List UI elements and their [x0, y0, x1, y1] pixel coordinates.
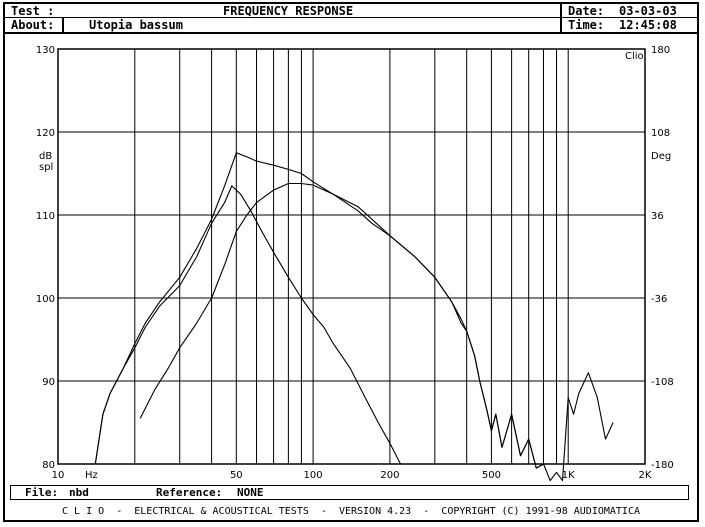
series-lines: [94, 152, 614, 482]
date-value: 03-03-03: [619, 4, 677, 18]
y-axis-label-spl: spl: [39, 162, 53, 173]
report-title: FREQUENCY RESPONSE: [223, 4, 354, 18]
y2-tick-label: 36: [651, 211, 664, 222]
report-header: Test : About: Utopia bassum FREQUENCY RE…: [5, 4, 697, 34]
tick-labels: 10 50 100 200 500 1K 2K 130 120 110 100 90 80 180 108 3…: [36, 45, 674, 481]
reference-label: Reference:: [156, 486, 223, 499]
y2-tick-label: -180: [651, 460, 674, 471]
y-tick-label: 110: [36, 211, 55, 222]
x-tick-label: 1K: [562, 470, 575, 481]
y-tick-label: 120: [36, 128, 55, 139]
brand-label: Clio: [625, 51, 644, 62]
y2-tick-label: -108: [651, 377, 674, 388]
y2-tick-label: -36: [651, 294, 667, 305]
grid: [58, 49, 645, 464]
y-tick-label: 100: [36, 294, 55, 305]
y2-tick-label: 180: [651, 45, 670, 56]
time-value: 12:45:08: [619, 18, 677, 32]
header-divider: [560, 4, 562, 32]
x-tick-label: 500: [482, 470, 501, 481]
response-curve-2: [94, 152, 544, 469]
header-divider: [5, 17, 697, 18]
date-label: Date:: [568, 4, 605, 18]
header-divider: [62, 18, 64, 32]
about-value: Utopia bassum: [89, 18, 183, 32]
report-frame: Test : About: Utopia bassum FREQUENCY RE…: [3, 2, 699, 522]
reference-value: NONE: [237, 486, 264, 499]
x-unit-label: Hz: [85, 470, 98, 481]
y-axis-label-db: dB: [39, 151, 52, 162]
plot-border: [57, 48, 646, 465]
x-tick-label: 100: [304, 470, 323, 481]
file-value: nbd: [69, 486, 89, 499]
y2-axis-label: Deg: [651, 151, 671, 162]
y-tick-label: 80: [42, 460, 55, 471]
x-tick-label: 2K: [639, 470, 652, 481]
x-tick-label: 50: [230, 470, 243, 481]
response-curve-1: [139, 182, 614, 482]
file-info-bar: File: nbd Reference: NONE: [10, 485, 689, 500]
y-tick-label: 130: [36, 45, 55, 56]
test-label: Test :: [11, 4, 55, 18]
file-label: File:: [25, 486, 59, 499]
x-tick-label: 10: [52, 470, 65, 481]
y2-tick-label: 108: [651, 128, 670, 139]
about-label: About:: [11, 18, 55, 32]
y-tick-label: 90: [42, 377, 55, 388]
x-tick-label: 200: [380, 470, 399, 481]
response-curve-3: [94, 185, 401, 465]
credits-line: C L I O - ELECTRICAL & ACOUSTICAL TESTS …: [62, 506, 640, 517]
time-label: Time:: [568, 18, 605, 32]
